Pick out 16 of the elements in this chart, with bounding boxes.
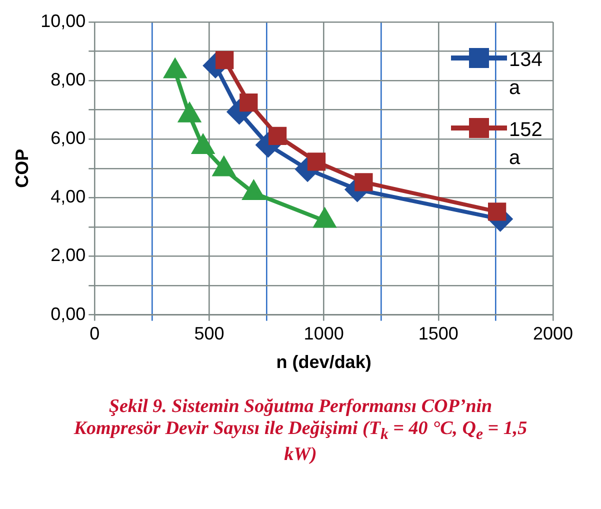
x-tick-label: 1500 <box>418 324 458 344</box>
y-tick-label: 6,00 <box>50 128 86 148</box>
x-tick-label: 0 <box>90 324 100 344</box>
x-tick-label: 2000 <box>532 324 574 344</box>
y-tick-label: 0,00 <box>50 304 86 324</box>
legend-label: 152a <box>509 118 544 171</box>
y-tick-label: 8,00 <box>50 70 86 90</box>
x-tick-label: 500 <box>194 324 224 344</box>
y-tick-label: 10,00 <box>40 10 86 31</box>
y-tick-label: 2,00 <box>50 245 86 266</box>
x-axis-title: n (dev/dak) <box>276 352 372 372</box>
text: Şekil 9. Sistemin Soğutma Performansı COP’nin Kompresör Devir Sayısı ile Değişimi (T$_{k}$ = 40 °C, Q$_{e}$ = 1,5 kW) <box>74 396 528 465</box>
legend-label: 134a <box>509 48 544 101</box>
y-axis-title: COP <box>12 148 32 188</box>
x-tick-label: 1000 <box>304 324 344 344</box>
y-tick-label: 4,00 <box>50 186 86 207</box>
